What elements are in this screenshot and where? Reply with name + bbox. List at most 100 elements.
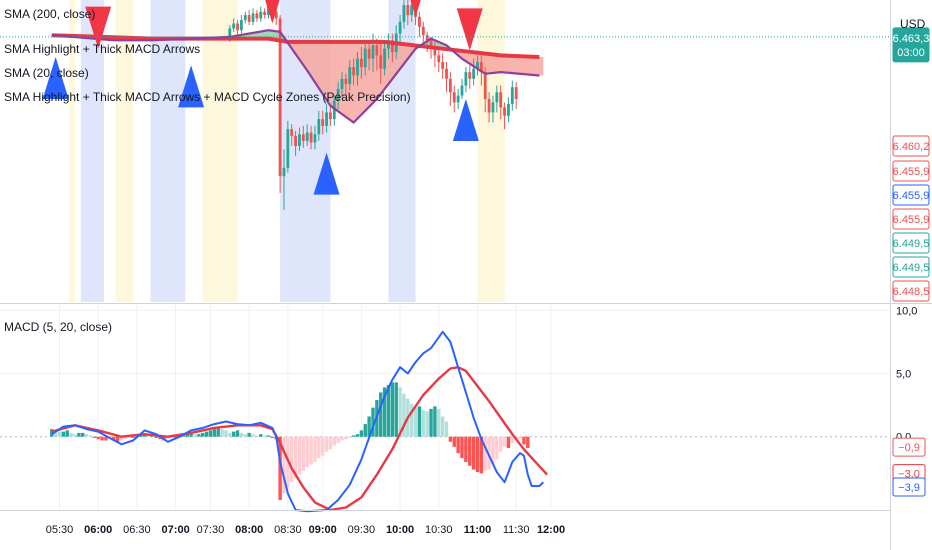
currency-label[interactable]: USD — [900, 17, 926, 31]
price-scale[interactable]: 6.463,3 03:00 6.460,2 6.455,9 6.455,9 6.455,9… — [0, 27, 930, 497]
macd-bar-112 — [506, 436, 511, 449]
macd-bar-2 — [81, 432, 85, 437]
cycle-zone-2 — [115, 0, 134, 302]
candle-body-99 — [456, 95, 460, 103]
candle-body-103 — [472, 68, 476, 79]
macd-bar-97 — [448, 436, 453, 442]
legend-sma-highlight-cycle[interactable]: SMA Highlight + Thick MACD Arrows + MACD… — [4, 90, 411, 104]
macd-bar-102 — [468, 436, 472, 466]
candle-body-55 — [286, 129, 290, 168]
price-badge-1 — [892, 135, 930, 157]
macd-bar-51 — [270, 436, 275, 438]
arrow-up-4 — [313, 152, 340, 195]
candle-body-46 — [251, 13, 255, 22]
macd-bar-92 — [429, 408, 433, 437]
candle-body-42 — [236, 23, 239, 31]
candle-body-53 — [278, 18, 282, 177]
candle-body-44 — [243, 15, 247, 21]
candle-body-64 — [321, 119, 325, 126]
macd-bar-82 — [390, 382, 395, 437]
signal-line — [51, 366, 548, 512]
macd-bar-72 — [351, 435, 356, 437]
macd-bar-44 — [243, 434, 247, 437]
macd-bar-88 — [413, 407, 418, 437]
macd-bar-67 — [332, 436, 336, 446]
macd-bar-110 — [499, 436, 503, 452]
candle-body-72 — [352, 67, 356, 76]
candles — [228, 0, 518, 210]
candle-body-114 — [514, 87, 518, 99]
macd-line — [51, 330, 544, 513]
time-tick-12: 11:30 — [503, 524, 530, 536]
macd-bar-53 — [278, 436, 282, 500]
macd-bar-107 — [487, 436, 491, 470]
macd-bar-54 — [282, 436, 286, 494]
macd-bar-95 — [440, 416, 445, 437]
arrow-down-3 — [265, 0, 280, 24]
candle-body-40 — [228, 28, 232, 39]
macd-bar-63 — [317, 436, 321, 459]
candle-body-100 — [460, 85, 464, 96]
candle-body-91 — [425, 35, 429, 41]
price-badge-2 — [892, 160, 930, 182]
time-tick-2: 06:30 — [123, 524, 151, 536]
cycle-zone-4 — [202, 0, 238, 302]
macd-bar-60 — [305, 436, 309, 468]
macd-bar-14 — [127, 436, 131, 438]
macd-bar-71 — [348, 436, 352, 438]
price-badge-text-4: 6.455,9 — [893, 214, 930, 226]
candle-body-107 — [487, 98, 491, 113]
arrow-down-5 — [410, 0, 421, 17]
legend-sma-highlight[interactable]: SMA Highlight + Thick MACD Arrows — [4, 42, 201, 56]
macd-bar-111 — [502, 436, 507, 447]
legend-sma-20[interactable]: SMA (20, close) — [4, 66, 89, 80]
candle-body-60 — [305, 132, 309, 141]
candle-body-92 — [429, 40, 433, 49]
macd-bar-43 — [239, 432, 244, 437]
time-tick-8: 09:30 — [348, 524, 376, 536]
macd-bar-84 — [398, 387, 402, 437]
candle-body-87 — [410, 5, 414, 16]
macd-bar-70 — [344, 436, 348, 440]
macd-bar-75 — [363, 424, 367, 437]
macd-bar-94 — [437, 408, 441, 437]
macd-histogram — [50, 382, 530, 500]
macd-bar-117 — [526, 436, 530, 449]
time-axis[interactable]: 05:30 06:00 06:30 07:00 07:30 08:00 08:30 09:00… — [46, 524, 565, 536]
candle-body-110 — [499, 92, 503, 108]
candle-body-81 — [387, 40, 390, 49]
macd-bar-31 — [193, 434, 197, 437]
macd-arrows — [42, 0, 483, 195]
macd-bar-39 — [224, 430, 228, 437]
macd-badge-2 — [892, 477, 926, 497]
arrow-up-0 — [42, 57, 69, 100]
candle-body-104 — [476, 62, 479, 69]
macd-bar-41 — [231, 431, 236, 437]
price-badge-text-6: 6.449,5 — [893, 262, 930, 274]
macd-bar-83 — [394, 382, 398, 437]
macd-bar-46 — [251, 434, 255, 437]
legend-sma-200[interactable]: SMA (200, close) — [4, 7, 96, 21]
legend-macd[interactable]: MACD (5, 20, close) — [4, 320, 113, 334]
candle-body-86 — [406, 5, 410, 16]
macd-bar-109 — [495, 436, 499, 460]
price-badge-subtext-0: 03:00 — [897, 47, 925, 59]
arrow-up-2 — [178, 65, 205, 108]
macd-bar-113 — [510, 436, 515, 444]
price-badge-text-5: 6.449,5 — [893, 238, 930, 250]
price-badge-4 — [892, 208, 930, 230]
sma-20-line — [51, 29, 540, 124]
macd-bar-100 — [460, 436, 464, 459]
macd-bar-91 — [425, 411, 429, 437]
macd-bar--5 — [53, 430, 58, 437]
candle-body-56 — [290, 129, 294, 136]
macd-bar-24 — [166, 436, 170, 440]
price-badge-0 — [892, 27, 930, 63]
candle-body-109 — [495, 92, 499, 103]
candle-body-76 — [367, 48, 371, 59]
time-tick-1: 06:00 — [84, 524, 112, 536]
candle-body-68 — [336, 88, 340, 101]
macd-bar-104 — [475, 436, 480, 473]
